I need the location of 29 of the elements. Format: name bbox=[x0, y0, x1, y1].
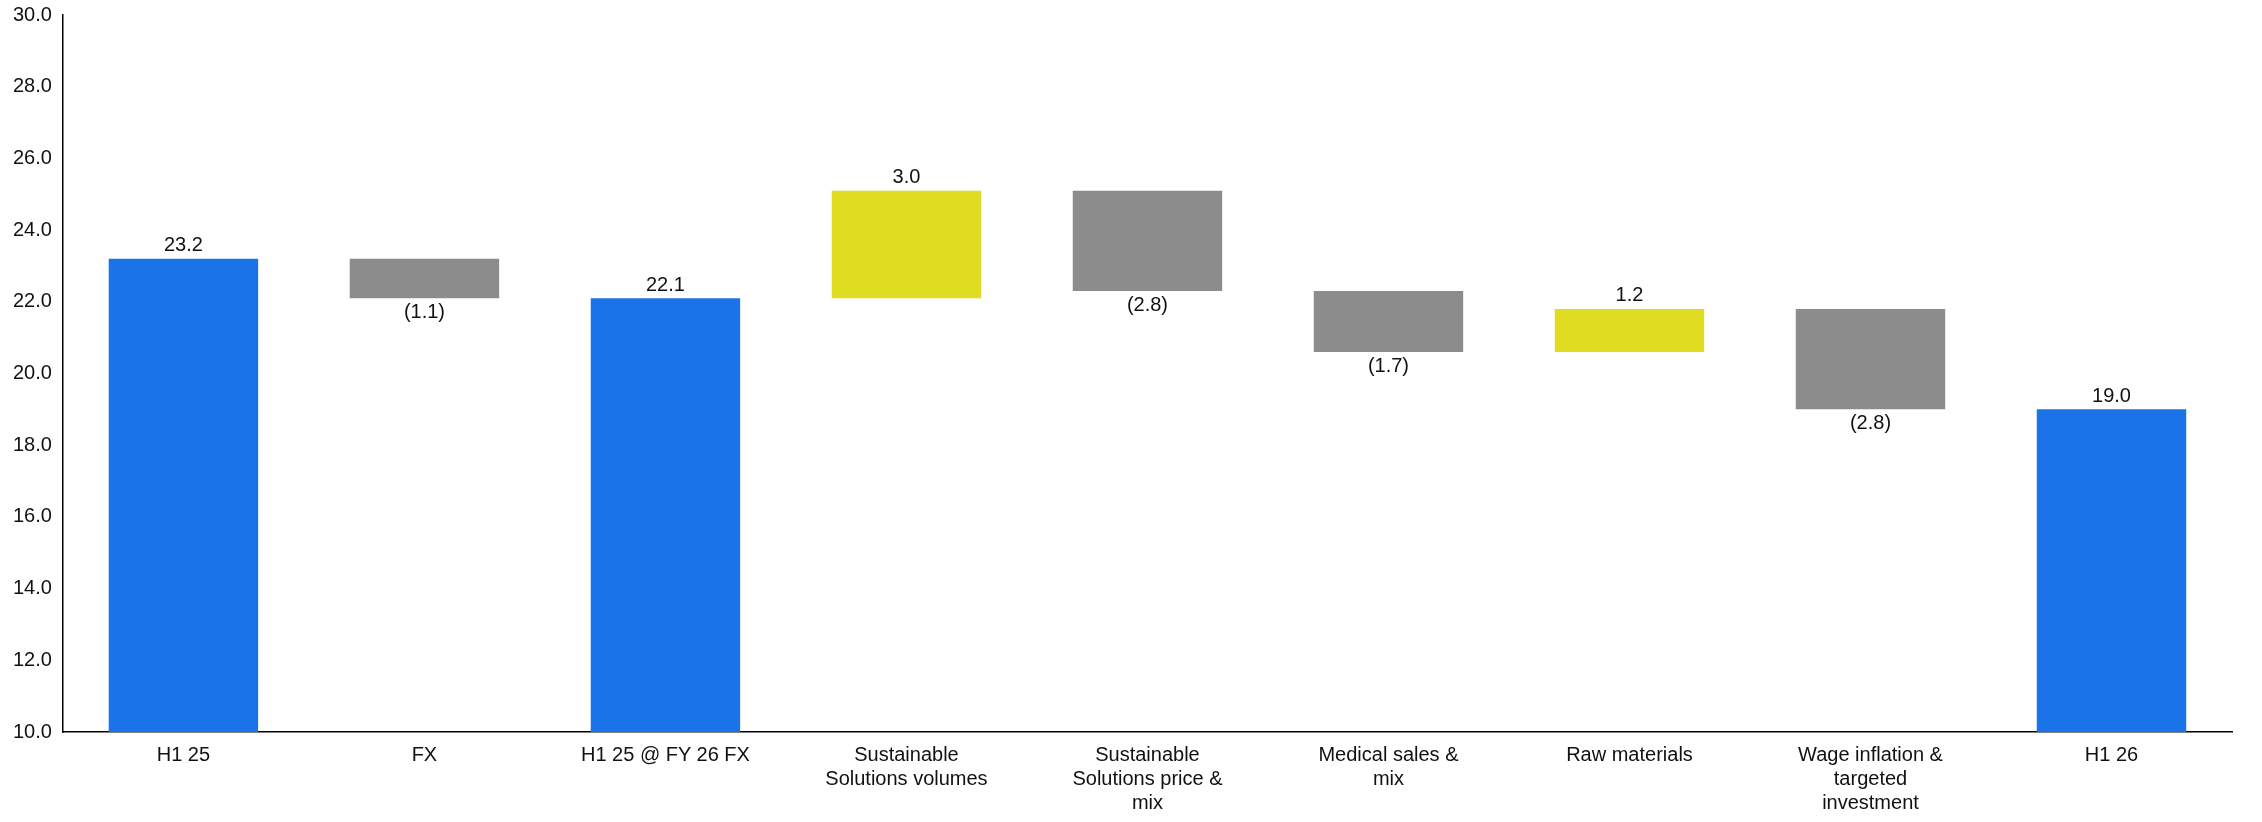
data-label: 23.2 bbox=[163, 233, 203, 256]
x-tick-label: H1 26 bbox=[2084, 742, 2139, 765]
data-label: (1.7) bbox=[1367, 353, 1410, 376]
data-label: 1.2 bbox=[1615, 283, 1644, 306]
data-label: (1.1) bbox=[403, 299, 445, 322]
data-label: 3.0 bbox=[892, 165, 921, 188]
y-tick-label: 20.0 bbox=[12, 361, 52, 384]
y-tick-label: 28.0 bbox=[12, 74, 52, 97]
x-tick-label: FX bbox=[411, 742, 438, 765]
x-tick-label: Raw materials bbox=[1566, 742, 1693, 765]
y-tick-label: 12.0 bbox=[12, 647, 52, 670]
x-tick-label: Medical sales & mix bbox=[1318, 742, 1460, 789]
y-tick-label: 14.0 bbox=[12, 576, 52, 599]
y-tick-label: 10.0 bbox=[12, 719, 52, 742]
y-tick-label: 18.0 bbox=[12, 432, 52, 455]
x-tick-label: Wage inflation & targeted investment bbox=[1798, 742, 1944, 813]
data-label: (2.8) bbox=[1849, 410, 1892, 433]
x-tick-label: H1 25 @ FY 26 FX bbox=[580, 742, 750, 765]
y-tick-label: 30.0 bbox=[12, 2, 52, 25]
x-tick-label: H1 25 bbox=[156, 742, 211, 765]
data-label: 19.0 bbox=[2092, 383, 2131, 406]
data-label: (2.8) bbox=[1126, 292, 1169, 315]
y-tick-label: 24.0 bbox=[12, 217, 52, 240]
data-label: 22.1 bbox=[645, 272, 685, 295]
y-tick-label: 26.0 bbox=[12, 145, 52, 168]
x-tick-label: Sustainable Solutions volumes bbox=[825, 742, 988, 789]
x-tick-label: Sustainable Solutions price & mix bbox=[1072, 742, 1224, 813]
y-tick-label: 16.0 bbox=[12, 504, 52, 527]
y-tick-label: 22.0 bbox=[12, 289, 52, 312]
